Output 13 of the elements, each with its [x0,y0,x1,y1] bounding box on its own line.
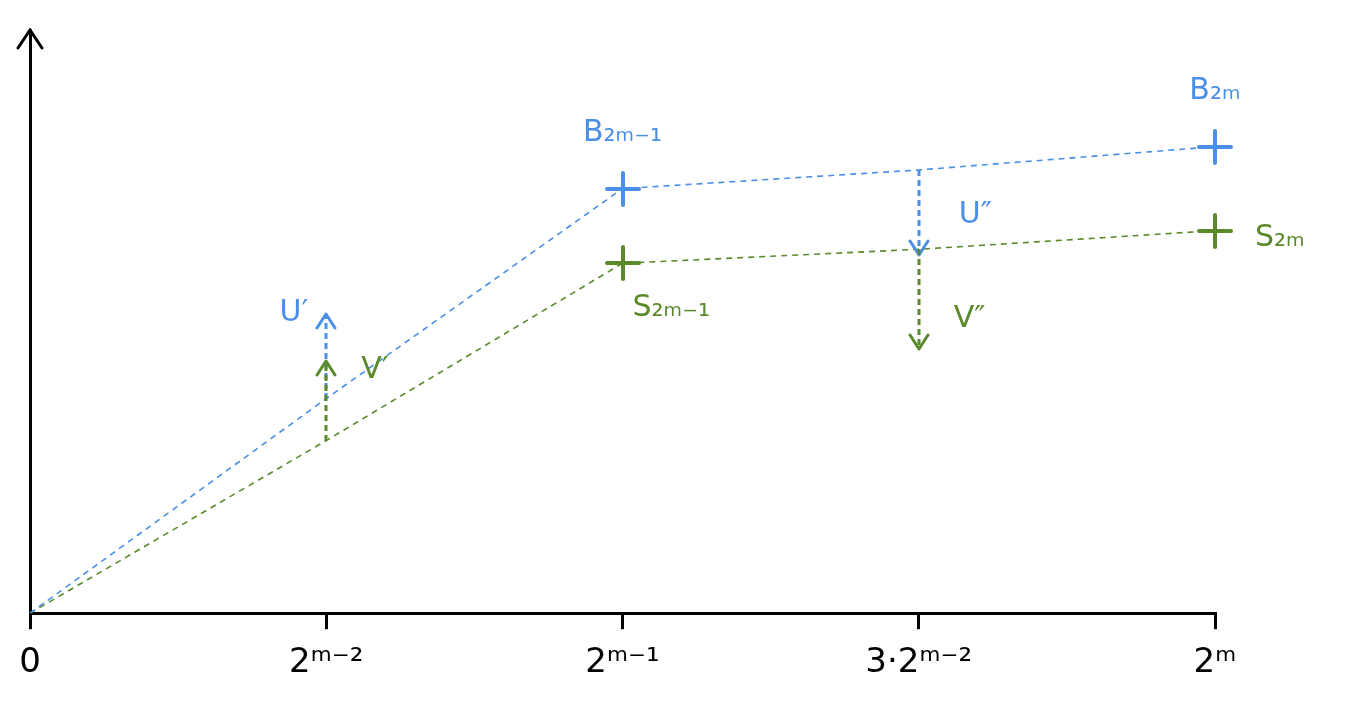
x-tick-label: 2ᵐ⁻² [289,640,364,681]
annotation: U′ [279,293,309,329]
annotation: V′ [361,350,389,386]
annotation: U″ [958,194,992,230]
annotation: S₂ₘ₋₁ [632,288,711,324]
x-tick-label: 0 [19,640,41,681]
annotation: B₂ₘ [1189,71,1241,107]
x-tick-label: 3·2ᵐ⁻² [865,640,973,681]
annotation: V″ [953,299,986,335]
x-tick-label: 2ᵐ [1193,640,1237,681]
x-tick-label: 2ᵐ⁻¹ [585,640,660,681]
annotation: S₂ₘ [1255,218,1305,254]
annotation: B₂ₘ₋₁ [582,113,663,149]
